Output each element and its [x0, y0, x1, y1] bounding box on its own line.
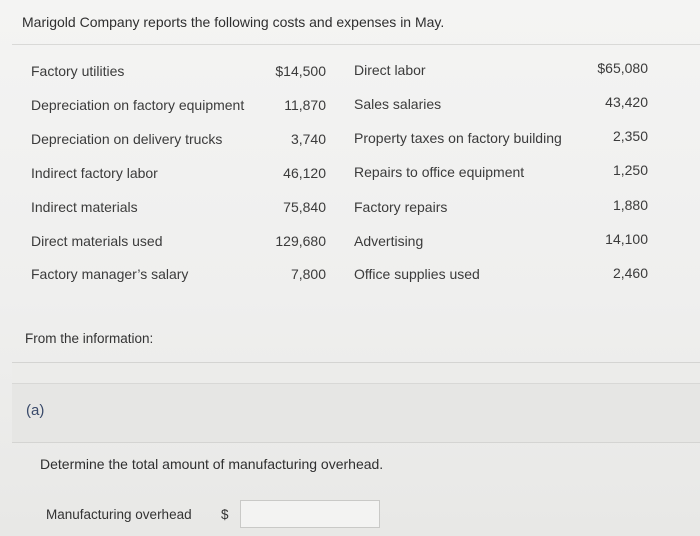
left-item-label: Indirect materials	[31, 199, 138, 215]
right-item-amount: 2,350	[612, 128, 648, 144]
right-item-label: Repairs to office equipment	[354, 164, 525, 180]
right-item-label: Advertising	[354, 233, 424, 249]
right-item-amount: 43,420	[605, 94, 648, 110]
right-item-label: Factory repairs	[354, 199, 448, 215]
left-item-label: Factory utilities	[31, 63, 125, 79]
left-item-label: Factory manager’s salary	[31, 266, 189, 282]
right-item-amount: 1,250	[612, 162, 648, 178]
left-item-amount: 75,840	[283, 199, 326, 215]
manufacturing-overhead-label: Manufacturing overhead	[46, 507, 192, 522]
left-item-amount: 46,120	[283, 165, 326, 181]
right-item-label: Sales salaries	[354, 96, 442, 112]
part-header	[12, 383, 700, 443]
right-item-amount: 14,100	[605, 231, 648, 247]
question-text: Determine the total amount of manufactur…	[40, 456, 384, 472]
left-item-amount: 3,740	[290, 131, 326, 147]
divider	[12, 44, 700, 45]
left-item-label: Direct materials used	[31, 233, 163, 249]
part-label: (a)	[26, 402, 45, 419]
left-item-label: Depreciation on delivery trucks	[31, 131, 223, 147]
left-item-amount: 7,800	[290, 266, 326, 282]
left-item-label: Indirect factory labor	[31, 165, 158, 181]
left-item-label: Depreciation on factory equipment	[31, 97, 245, 113]
currency-symbol: $	[221, 507, 229, 522]
right-item-amount: $65,080	[597, 60, 648, 76]
left-item-amount: 129,680	[275, 233, 326, 249]
from-information-text: From the information:	[25, 331, 154, 346]
left-item-amount: 11,870	[284, 97, 326, 113]
manufacturing-overhead-input[interactable]	[240, 500, 380, 528]
right-item-label: Property taxes on factory building	[354, 130, 562, 146]
right-item-label: Office supplies used	[354, 266, 480, 282]
section-separator	[12, 362, 700, 383]
right-item-amount: 2,460	[612, 265, 648, 281]
left-item-amount: $14,500	[275, 63, 326, 79]
problem-intro: Marigold Company reports the following c…	[22, 14, 445, 30]
right-item-label: Direct labor	[354, 62, 426, 78]
right-item-amount: 1,880	[612, 197, 648, 213]
